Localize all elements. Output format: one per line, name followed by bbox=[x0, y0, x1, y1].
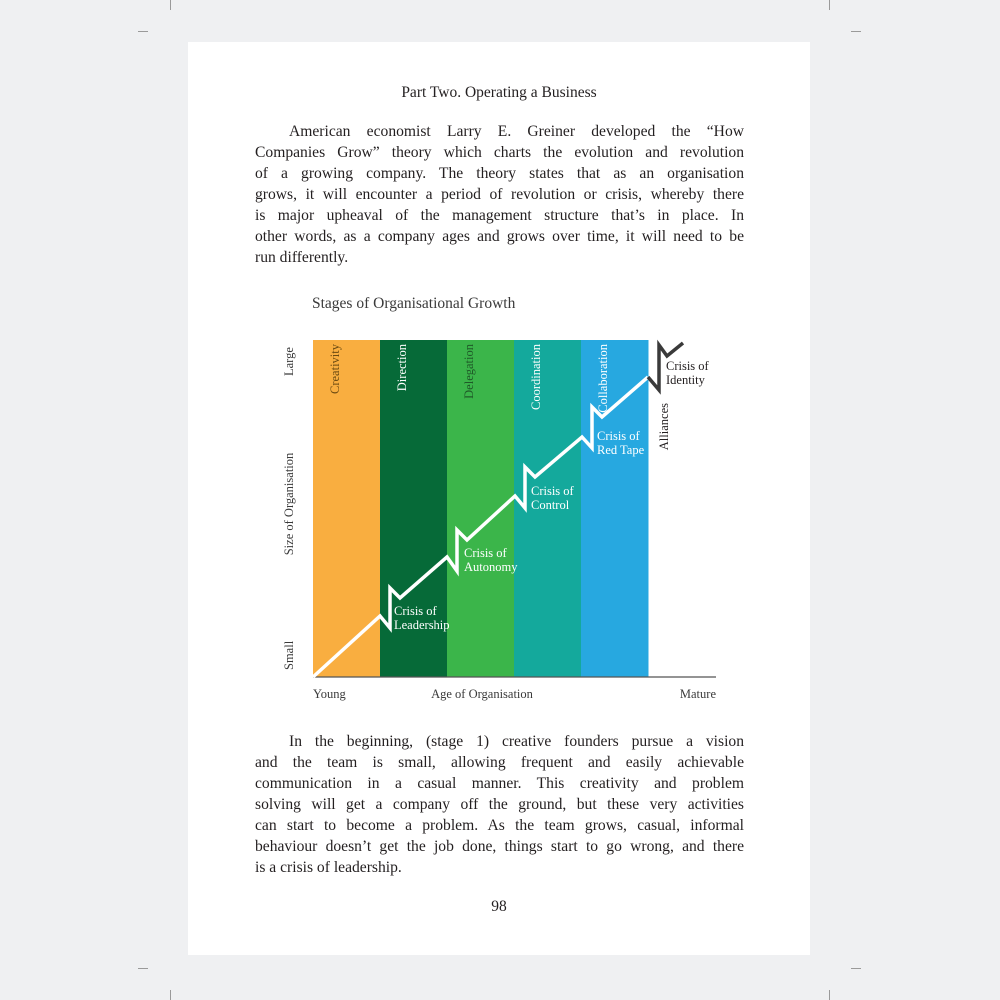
crop-mark bbox=[851, 31, 861, 32]
text-line: and the team is small, allowing frequent… bbox=[255, 754, 744, 771]
paragraph-stage1: In the beginning, (stage 1) creative fou… bbox=[255, 731, 744, 878]
stage-label: Creativity bbox=[328, 343, 342, 394]
stage-band bbox=[581, 340, 649, 677]
y-axis-high: Large bbox=[282, 347, 296, 376]
y-axis-label: Size of Organisation bbox=[282, 452, 296, 555]
stage-label: Alliances bbox=[657, 403, 671, 450]
page-number: 98 bbox=[491, 898, 507, 915]
text-line: Companies Grow” theory which charts the … bbox=[255, 144, 744, 161]
text-line: communication in a casual manner. This c… bbox=[255, 775, 744, 792]
crisis-label: Crisis of bbox=[531, 484, 575, 498]
text-line: American economist Larry E. Greiner deve… bbox=[289, 123, 744, 140]
stage-band bbox=[313, 340, 381, 677]
crisis-label: Crisis of bbox=[394, 604, 438, 618]
text-line: is major upheaval of the management stru… bbox=[255, 207, 744, 224]
x-axis-high: Mature bbox=[680, 687, 717, 701]
crisis-label: Red Tape bbox=[597, 443, 645, 457]
crop-mark bbox=[851, 968, 861, 969]
crisis-label: Control bbox=[531, 498, 570, 512]
text-line: behaviour doesn’t get the job done, thin… bbox=[255, 838, 744, 855]
stage-label: Direction bbox=[395, 343, 409, 391]
x-axis-label: Age of Organisation bbox=[431, 687, 534, 701]
crop-mark bbox=[829, 0, 830, 10]
text-line: grows, it will encounter a period of rev… bbox=[255, 186, 744, 203]
y-axis-low: Small bbox=[282, 640, 296, 670]
crisis-label: Crisis of bbox=[597, 429, 641, 443]
crisis-label: Leadership bbox=[394, 618, 450, 632]
crisis-label: Crisis of bbox=[464, 546, 508, 560]
growth-line-identity bbox=[646, 339, 685, 395]
crisis-label: Crisis of bbox=[666, 359, 710, 373]
stage-label: Coordination bbox=[529, 343, 543, 410]
stage-band bbox=[447, 340, 515, 677]
text-line: In the beginning, (stage 1) creative fou… bbox=[289, 733, 744, 750]
text-line: can start to become a problem. As the te… bbox=[255, 817, 744, 834]
text-line: run differently. bbox=[255, 249, 349, 266]
crisis-label: Identity bbox=[666, 373, 706, 387]
x-axis-low: Young bbox=[313, 687, 347, 701]
crop-mark bbox=[170, 0, 171, 10]
text-line: other words, as a company ages and grows… bbox=[255, 228, 744, 245]
running-header: Part Two. Operating a Business bbox=[401, 84, 597, 101]
stage-label: Delegation bbox=[462, 343, 476, 399]
crop-mark bbox=[829, 990, 830, 1000]
paragraph-intro: American economist Larry E. Greiner deve… bbox=[255, 121, 744, 268]
text-line: solving will get a company off the groun… bbox=[255, 796, 744, 813]
crisis-label: Autonomy bbox=[464, 560, 518, 574]
text-line: is a crisis of leadership. bbox=[255, 859, 402, 876]
crop-mark bbox=[170, 990, 171, 1000]
crop-mark bbox=[138, 968, 148, 969]
stage-label: Collaboration bbox=[596, 343, 610, 412]
text-line: of a growing company. The theory states … bbox=[255, 165, 744, 182]
growth-line bbox=[311, 375, 650, 679]
crop-mark bbox=[138, 31, 148, 32]
diagram-title: Stages of Organisational Growth bbox=[312, 295, 516, 312]
